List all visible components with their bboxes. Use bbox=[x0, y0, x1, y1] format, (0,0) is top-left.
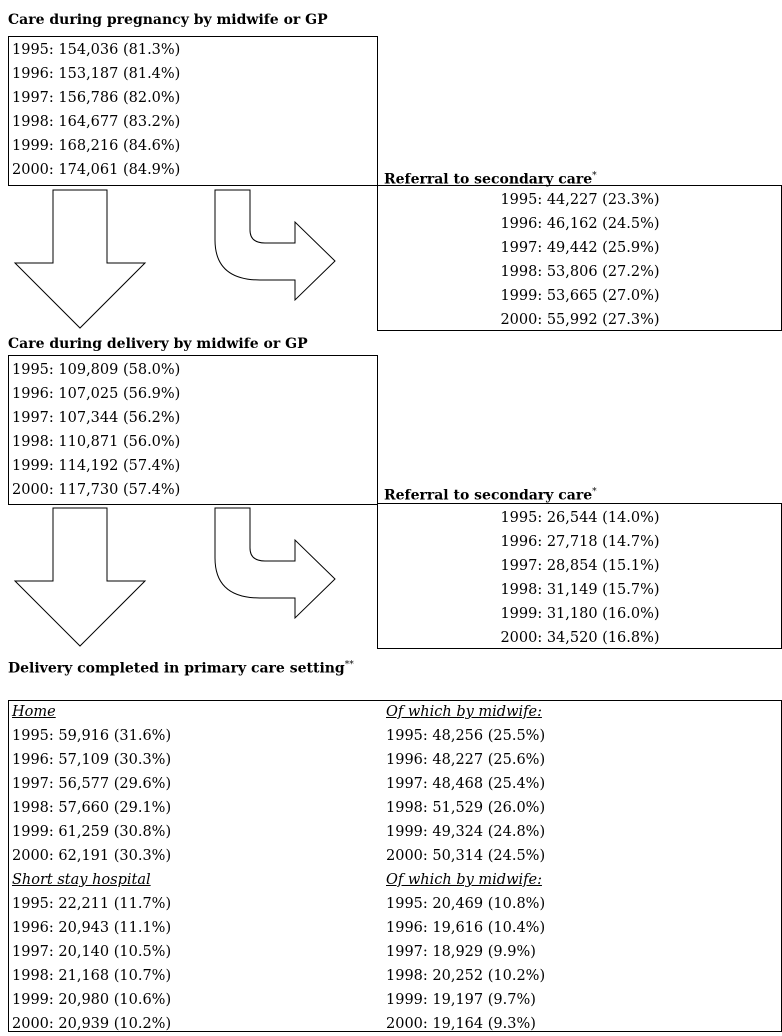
title: Referral to secondary care bbox=[384, 171, 593, 188]
row: 1998: 53,806 (27.2%) bbox=[500, 264, 660, 280]
row: 1998: 110,871 (56.0%) bbox=[12, 434, 181, 450]
row: 1998: 51,529 (26.0%) bbox=[386, 800, 546, 816]
row: 1997: 18,929 (9.9%) bbox=[386, 944, 536, 960]
row: 1999: 31,180 (16.0%) bbox=[500, 606, 660, 622]
group-label: Home bbox=[12, 704, 56, 720]
row: 1999: 61,259 (30.8%) bbox=[12, 824, 172, 840]
row: 2000: 50,314 (24.5%) bbox=[386, 848, 546, 864]
row: 1997: 107,344 (56.2%) bbox=[12, 410, 181, 426]
row: 1996: 20,943 (11.1%) bbox=[12, 920, 172, 936]
row: 1996: 107,025 (56.9%) bbox=[12, 386, 181, 402]
row: 1996: 19,616 (10.4%) bbox=[386, 920, 546, 936]
row: 1995: 109,809 (58.0%) bbox=[12, 362, 181, 378]
row: 1999: 20,980 (10.6%) bbox=[12, 992, 172, 1008]
row: 2000: 174,061 (84.9%) bbox=[12, 162, 181, 178]
group-label: Of which by midwife: bbox=[386, 704, 542, 720]
row: 1996: 46,162 (24.5%) bbox=[500, 216, 660, 232]
heading: Care during pregnancy by midwife or GP bbox=[8, 12, 328, 28]
row: 1995: 44,227 (23.3%) bbox=[500, 192, 660, 208]
note-mark: ** bbox=[344, 660, 354, 670]
row: 1998: 164,677 (83.2%) bbox=[12, 114, 181, 130]
row: 1999: 53,665 (27.0%) bbox=[500, 288, 660, 304]
delivery-box bbox=[8, 355, 378, 505]
row: 1997: 20,140 (10.5%) bbox=[12, 944, 172, 960]
row: 2000: 62,191 (30.3%) bbox=[12, 848, 172, 864]
row: 1997: 56,577 (29.6%) bbox=[12, 776, 172, 792]
row: 1999: 19,197 (9.7%) bbox=[386, 992, 536, 1008]
pregnancy-box bbox=[8, 36, 378, 186]
heading: Referral to secondary care* bbox=[384, 480, 597, 508]
row: 1996: 153,187 (81.4%) bbox=[12, 66, 181, 82]
note-mark: * bbox=[592, 171, 597, 181]
row: 1997: 156,786 (82.0%) bbox=[12, 90, 181, 106]
row: 1999: 114,192 (57.4%) bbox=[12, 458, 181, 474]
row: 2000: 19,164 (9.3%) bbox=[386, 1016, 536, 1032]
row: 1999: 168,216 (84.6%) bbox=[12, 138, 181, 154]
row: 1995: 48,256 (25.5%) bbox=[386, 728, 546, 744]
row: 1997: 48,468 (25.4%) bbox=[386, 776, 546, 792]
curved-arrow bbox=[214, 189, 336, 302]
row: 2000: 20,939 (10.2%) bbox=[12, 1016, 172, 1032]
row: 1995: 154,036 (81.3%) bbox=[12, 42, 181, 58]
row: 1998: 31,149 (15.7%) bbox=[500, 582, 660, 598]
note-mark: * bbox=[592, 487, 597, 497]
down-arrow bbox=[13, 507, 147, 647]
row: 1996: 57,109 (30.3%) bbox=[12, 752, 172, 768]
row: 1998: 21,168 (10.7%) bbox=[12, 968, 172, 984]
group-label: Short stay hospital bbox=[12, 872, 151, 888]
row: 1996: 27,718 (14.7%) bbox=[500, 534, 660, 550]
row: 1995: 20,469 (10.8%) bbox=[386, 896, 546, 912]
row: 1997: 49,442 (25.9%) bbox=[500, 240, 660, 256]
row: 2000: 55,992 (27.3%) bbox=[500, 312, 660, 328]
title: Referral to secondary care bbox=[384, 487, 593, 504]
curved-arrow bbox=[214, 507, 336, 620]
row: 2000: 34,520 (16.8%) bbox=[500, 630, 660, 646]
row: 1995: 26,544 (14.0%) bbox=[500, 510, 660, 526]
row: 1999: 49,324 (24.8%) bbox=[386, 824, 546, 840]
row: 1998: 57,660 (29.1%) bbox=[12, 800, 172, 816]
heading: Referral to secondary care* bbox=[384, 164, 597, 192]
row: 1998: 20,252 (10.2%) bbox=[386, 968, 546, 984]
primary-title: Delivery completed in primary care setti… bbox=[8, 653, 376, 681]
group-label: Of which by midwife: bbox=[386, 872, 542, 888]
row: 1995: 22,211 (11.7%) bbox=[12, 896, 172, 912]
heading: Care during delivery by midwife or GP bbox=[8, 336, 308, 352]
row: 2000: 117,730 (57.4%) bbox=[12, 482, 181, 498]
row: 1995: 59,916 (31.6%) bbox=[12, 728, 172, 744]
down-arrow bbox=[13, 189, 147, 329]
title: Delivery completed in primary care setti… bbox=[8, 660, 345, 677]
row: 1997: 28,854 (15.1%) bbox=[500, 558, 660, 574]
row: 1996: 48,227 (25.6%) bbox=[386, 752, 546, 768]
